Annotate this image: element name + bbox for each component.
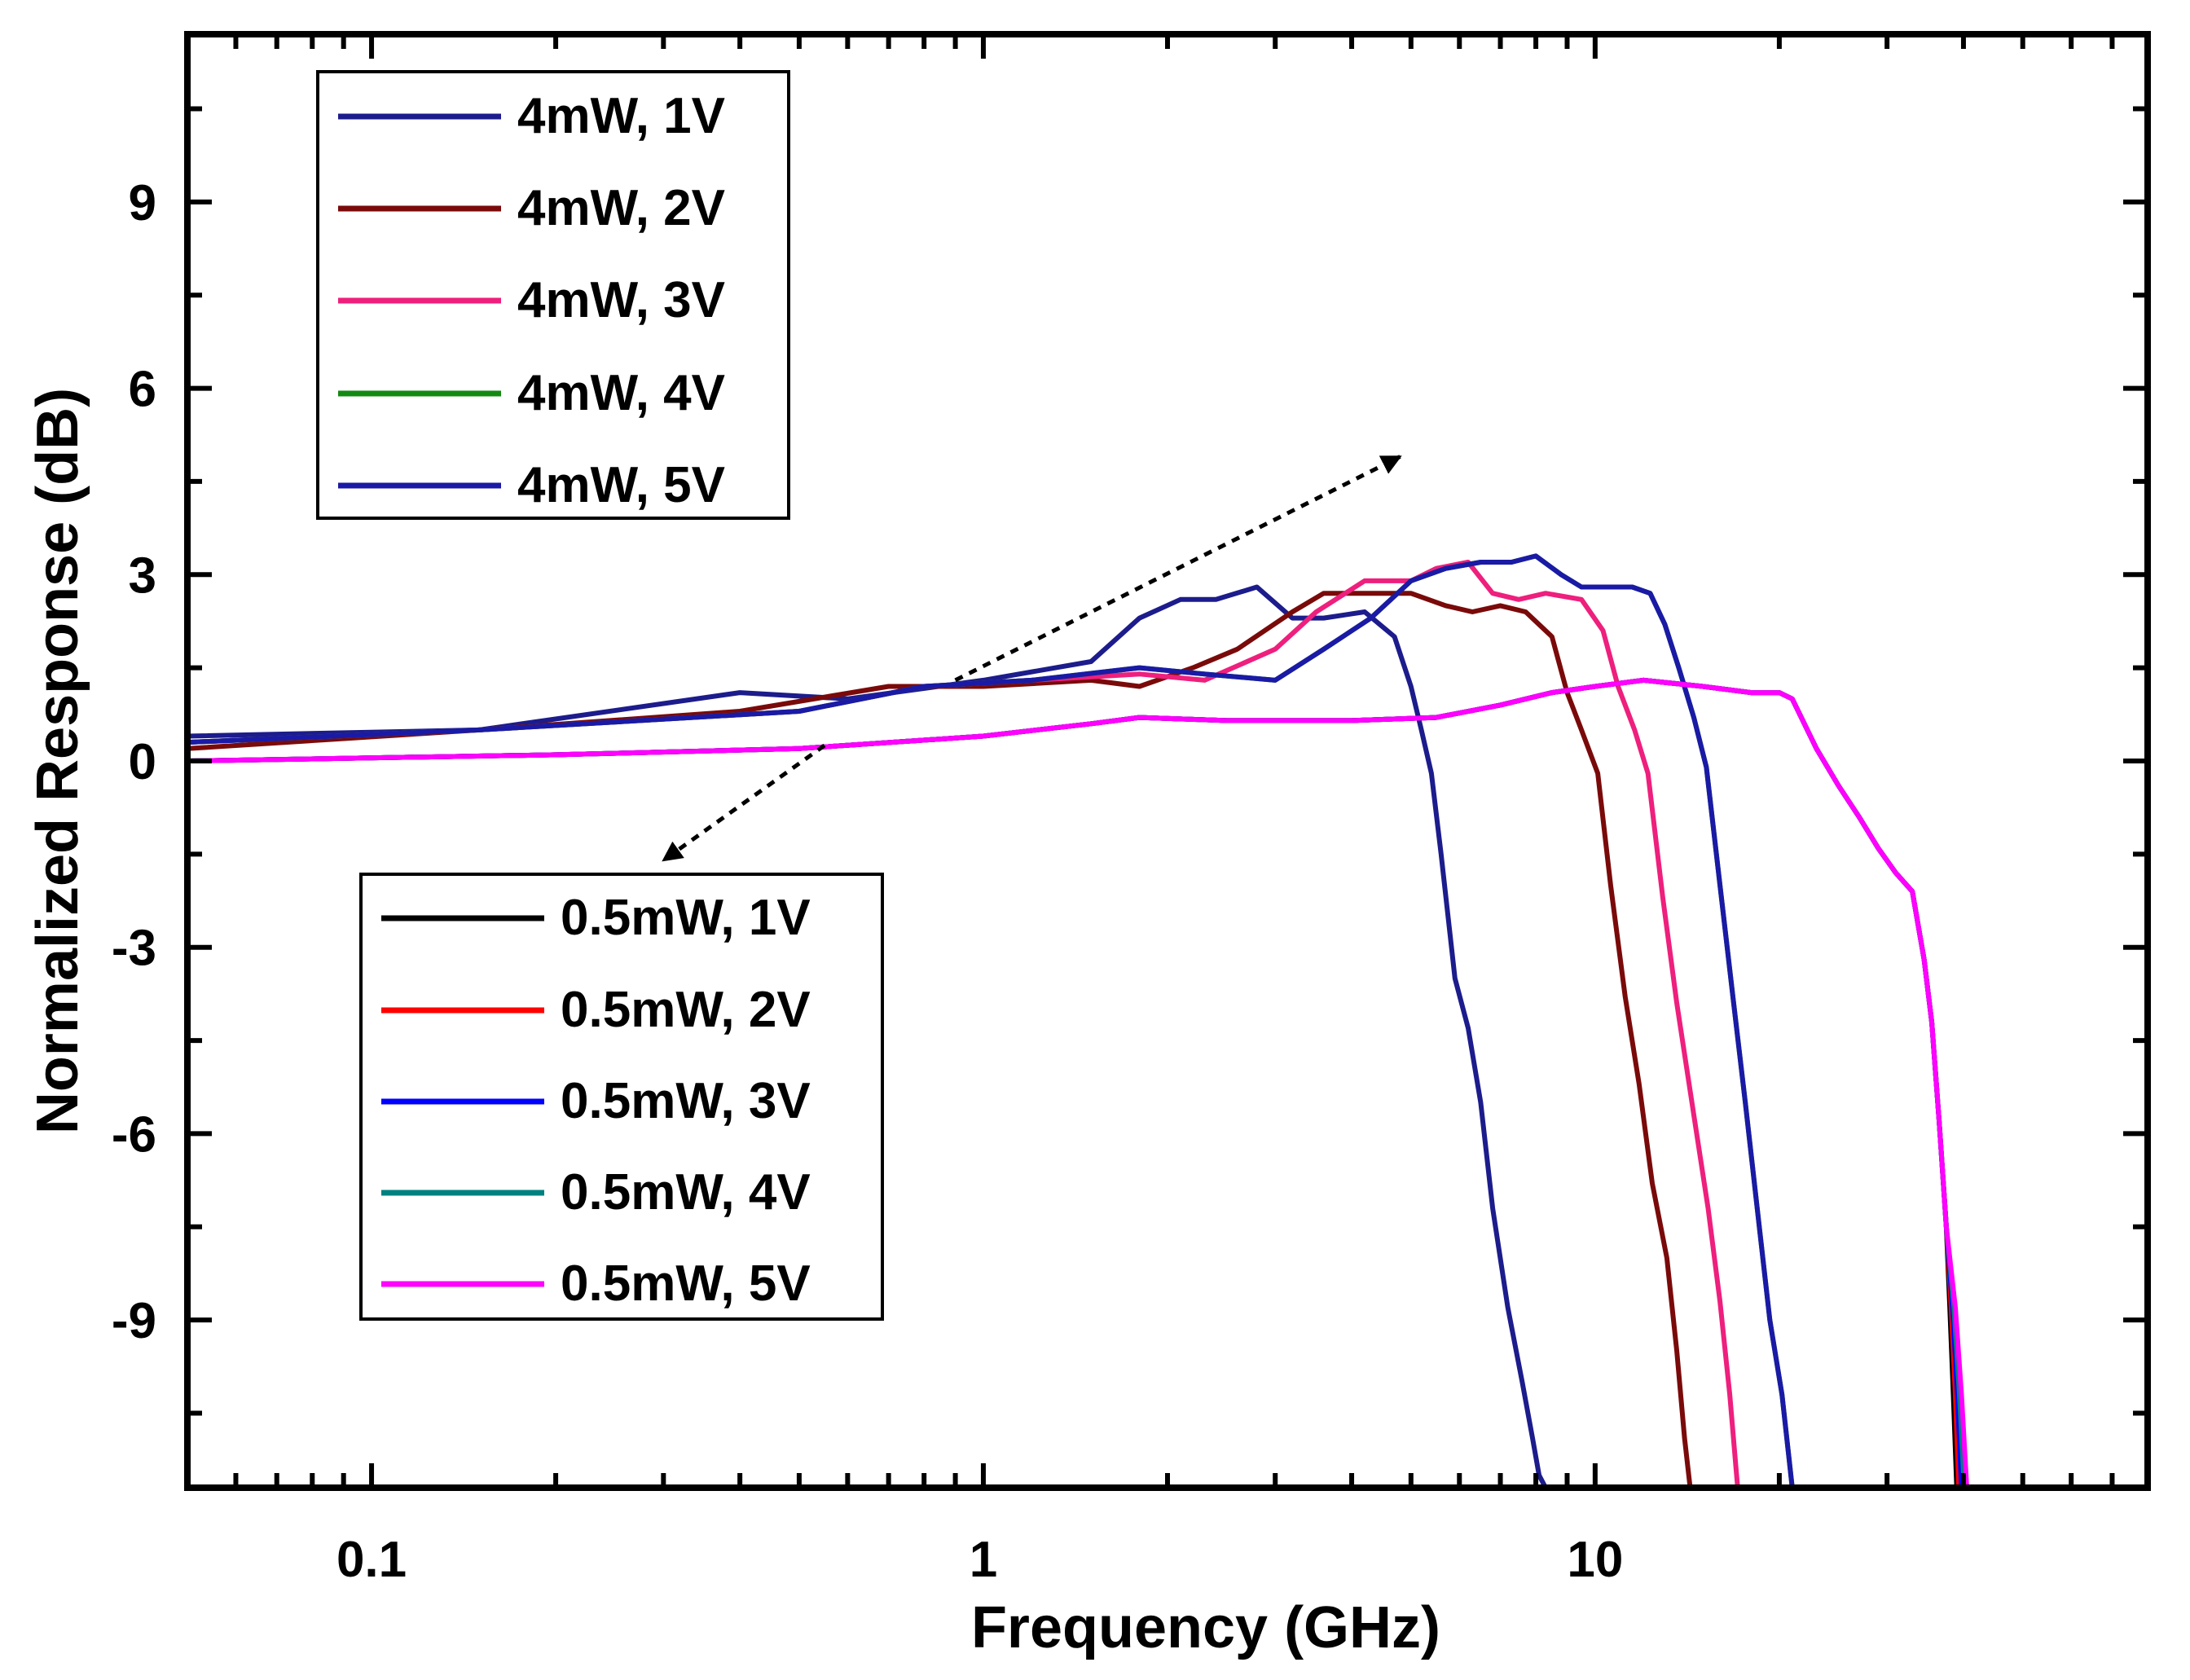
legend-label: 0.5mW, 2V (561, 982, 811, 1038)
legend-label: 0.5mW, 3V (561, 1073, 811, 1129)
y-tick-label: -6 (112, 1106, 156, 1163)
legends: 4mW, 1V 4mW, 2V 4mW, 3V 4mW, 4V 4mW, 5V 0.5mW… (316, 70, 884, 1321)
series-line-5 (187, 553, 1795, 1488)
legend-label: 4mW, 2V (517, 180, 725, 236)
y-tick-label: 6 (129, 362, 156, 418)
annotation-arrows (662, 455, 1402, 863)
y-tick-label: 9 (129, 175, 156, 231)
y-tick-label: 0 (129, 734, 156, 790)
series-line-1 (187, 584, 1548, 1488)
legend-label: 4mW, 5V (517, 457, 725, 513)
series-layer (187, 553, 1969, 1488)
series-line-3 (187, 560, 1740, 1488)
legend-label: 4mW, 3V (517, 272, 725, 328)
y-axis-title: Normalized Response (dB) (25, 388, 90, 1134)
x-axis-title: Frequency (GHz) (971, 1595, 1440, 1660)
x-tick-label: 10 (1567, 1532, 1623, 1588)
legend-label: 0.5mW, 5V (561, 1256, 811, 1312)
y-tick-label: 3 (129, 548, 156, 604)
annotation-arrow-2 (662, 743, 826, 863)
legend-label: 4mW, 4V (517, 365, 725, 421)
x-tick-label: 1 (970, 1532, 997, 1588)
plot-frame (184, 31, 2151, 1491)
annotation-arrow-1 (954, 455, 1402, 683)
legend-box-2 (359, 873, 884, 1321)
legend-box-1 (316, 70, 790, 520)
series-line-10 (187, 677, 1969, 1488)
series-line-2 (187, 591, 1693, 1488)
legend-label: 0.5mW, 4V (561, 1164, 811, 1220)
legend-label: 4mW, 1V (517, 88, 725, 144)
y-tick-label: -9 (112, 1293, 156, 1349)
y-tick-label: -3 (112, 921, 156, 977)
legend-label: 0.5mW, 1V (561, 890, 811, 946)
x-tick-label: 0.1 (336, 1532, 407, 1588)
